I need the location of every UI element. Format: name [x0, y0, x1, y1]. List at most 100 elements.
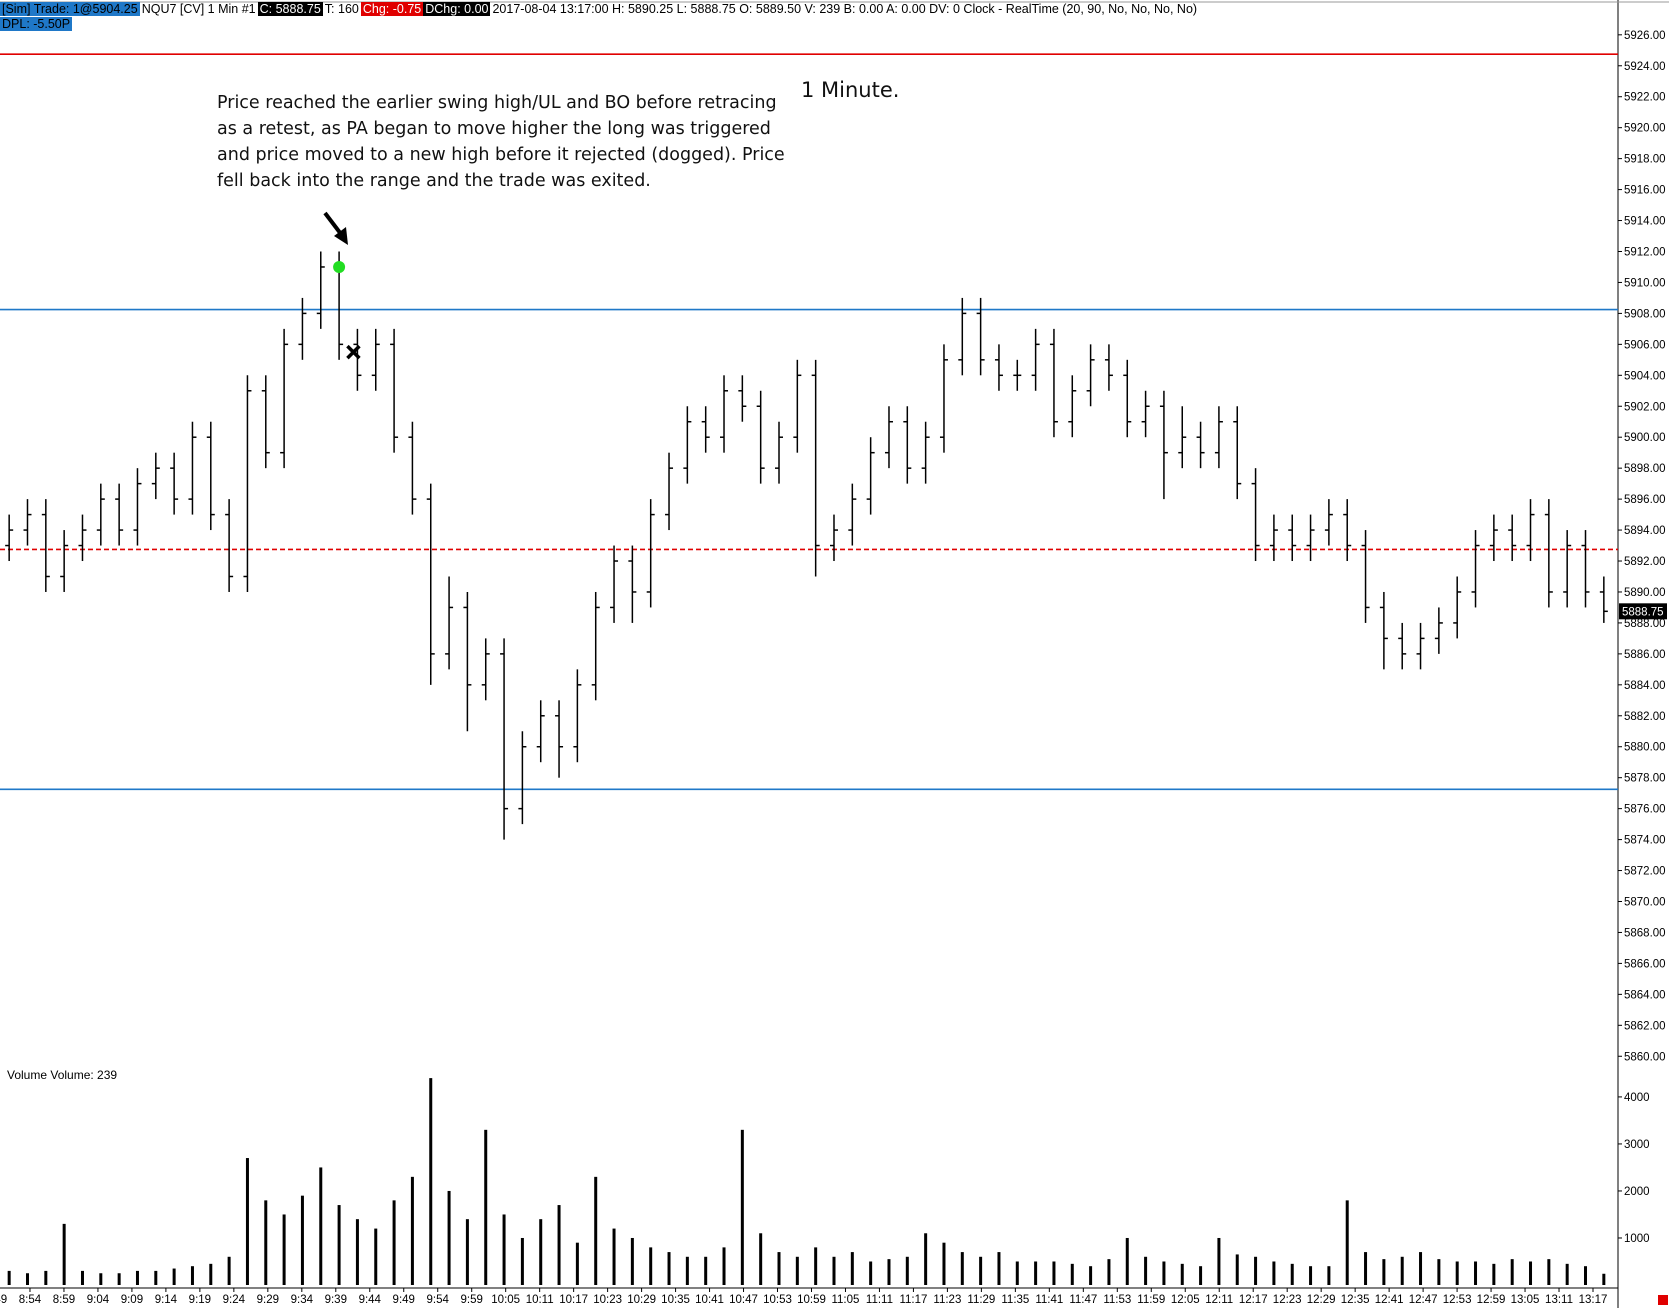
- x-tick-label: 11:29: [967, 1294, 995, 1306]
- y-tick-label: 5902.00: [1624, 401, 1666, 413]
- volume-bar: [575, 1242, 579, 1285]
- volume-bar: [1290, 1263, 1294, 1285]
- y-tick-label: 5874.00: [1624, 835, 1666, 847]
- x-tick-label: 12:53: [1443, 1294, 1472, 1306]
- header: [Sim] Trade: 1@5904.25 NQU7 [CV] 1 Min #1…: [0, 2, 1199, 32]
- volume-bar: [117, 1273, 121, 1285]
- y-tick-label: 5890.00: [1624, 587, 1666, 599]
- volume-bar: [1070, 1263, 1074, 1285]
- y-tick-label: 5864.00: [1624, 989, 1666, 1001]
- x-tick-label: 11:41: [1035, 1294, 1063, 1306]
- volume-bar: [484, 1129, 488, 1285]
- x-tick-label: 10:11: [526, 1294, 554, 1306]
- y-tick-label: 5900.00: [1624, 432, 1666, 444]
- x-tick-label: 9:04: [87, 1294, 110, 1306]
- x-tick-label: 12:23: [1273, 1294, 1302, 1306]
- y-tick-label: 5888.00: [1624, 618, 1666, 630]
- volume-bar: [1510, 1259, 1514, 1285]
- volume-bar: [209, 1263, 213, 1285]
- volume-bar: [777, 1252, 781, 1285]
- volume-bar: [1382, 1259, 1386, 1285]
- x-tick-label: 10:53: [763, 1294, 792, 1306]
- volume-bar: [300, 1195, 304, 1285]
- volume-bar: [539, 1219, 543, 1285]
- x-tick-label: 9:19: [189, 1294, 211, 1306]
- x-tick-label: 10:35: [661, 1294, 690, 1306]
- volume-bar: [429, 1078, 433, 1285]
- y-tick-label: 5882.00: [1624, 711, 1666, 723]
- x-tick-label: 8:54: [19, 1294, 42, 1306]
- y-tick-label: 5922.00: [1624, 92, 1666, 104]
- volume-bar: [685, 1256, 689, 1285]
- volume-bar: [759, 1233, 763, 1285]
- volume-bar: [740, 1129, 744, 1285]
- volume-bar: [1455, 1261, 1459, 1285]
- x-tick-label: 9:54: [427, 1294, 450, 1306]
- volume-bar: [227, 1256, 231, 1285]
- volume-bar: [62, 1223, 66, 1285]
- x-tick-label: 8:49: [0, 1294, 7, 1306]
- volume-bar: [1419, 1252, 1423, 1285]
- x-tick-label: 12:35: [1341, 1294, 1370, 1306]
- y-tick-label: 5924.00: [1624, 61, 1666, 73]
- y-tick-label: 5872.00: [1624, 866, 1666, 878]
- volume-bar: [594, 1176, 598, 1285]
- y-tick-label: 5862.00: [1624, 1020, 1666, 1032]
- x-tick-label: 11:47: [1069, 1294, 1097, 1306]
- volume-bar: [190, 1266, 194, 1285]
- y-tick-label: 5878.00: [1624, 773, 1666, 785]
- volume-bar: [1309, 1266, 1313, 1285]
- volume-bar: [1474, 1261, 1478, 1285]
- x-tick-label: 8:59: [53, 1294, 75, 1306]
- volume-bar: [1327, 1266, 1331, 1285]
- x-tick-label: 10:05: [491, 1294, 520, 1306]
- volume-label: Volume Volume: 239: [7, 1068, 118, 1082]
- volume-bar: [1437, 1259, 1441, 1285]
- volume-bar: [1125, 1237, 1129, 1285]
- y-tick-label: 5892.00: [1624, 556, 1666, 568]
- volume-bar: [1052, 1261, 1056, 1285]
- volume-bar: [942, 1242, 946, 1285]
- change-info: Chg: -0.75: [360, 2, 424, 16]
- x-tick-label: 11:23: [933, 1294, 961, 1306]
- volume-bar: [44, 1270, 48, 1285]
- volume-bar: [1272, 1261, 1276, 1285]
- x-tick-label: 9:24: [223, 1294, 246, 1306]
- volume-bar: [997, 1252, 1001, 1285]
- x-tick-label: 13:11: [1545, 1294, 1573, 1306]
- y-tick-label: 5860.00: [1624, 1051, 1666, 1063]
- x-tick-label: 9:14: [155, 1294, 178, 1306]
- x-tick-label: 10:23: [593, 1294, 622, 1306]
- x-tick-label: 11:59: [1137, 1294, 1165, 1306]
- y-tick-label: 5918.00: [1624, 154, 1666, 166]
- volume-bar: [410, 1176, 414, 1285]
- volume-bar: [612, 1228, 616, 1285]
- x-tick-label: 11:11: [866, 1294, 893, 1306]
- x-tick-label: 9:29: [257, 1294, 279, 1306]
- y-tick-label: 5916.00: [1624, 185, 1666, 197]
- y-tick-label: 5926.00: [1624, 30, 1666, 42]
- volume-bar: [667, 1252, 671, 1285]
- volume-bar: [1144, 1256, 1148, 1285]
- volume-bar: [245, 1158, 249, 1285]
- x-tick-label: 10:41: [695, 1294, 724, 1306]
- volume-bar: [1015, 1261, 1019, 1285]
- volume-tick-label: 1000: [1624, 1233, 1650, 1245]
- dpl: DPL: -5.50P: [0, 17, 73, 31]
- y-tick-label: 5912.00: [1624, 246, 1666, 258]
- trade-info: [Sim] Trade: 1@5904.25: [0, 2, 140, 16]
- volume-bar: [1364, 1252, 1368, 1285]
- volume-bar: [704, 1256, 708, 1285]
- y-tick-label: 5884.00: [1624, 680, 1666, 692]
- volume-bar: [25, 1273, 29, 1285]
- y-tick-label: 5880.00: [1624, 742, 1666, 754]
- close-info: C: 5888.75: [257, 2, 323, 16]
- y-tick-label: 5876.00: [1624, 804, 1666, 816]
- y-tick-label: 5894.00: [1624, 525, 1666, 537]
- volume-bar: [960, 1252, 964, 1285]
- x-tick-label: 12:41: [1375, 1294, 1404, 1306]
- volume-bar: [1199, 1266, 1203, 1285]
- volume-bar: [1254, 1256, 1258, 1285]
- x-tick-label: 12:47: [1409, 1294, 1438, 1306]
